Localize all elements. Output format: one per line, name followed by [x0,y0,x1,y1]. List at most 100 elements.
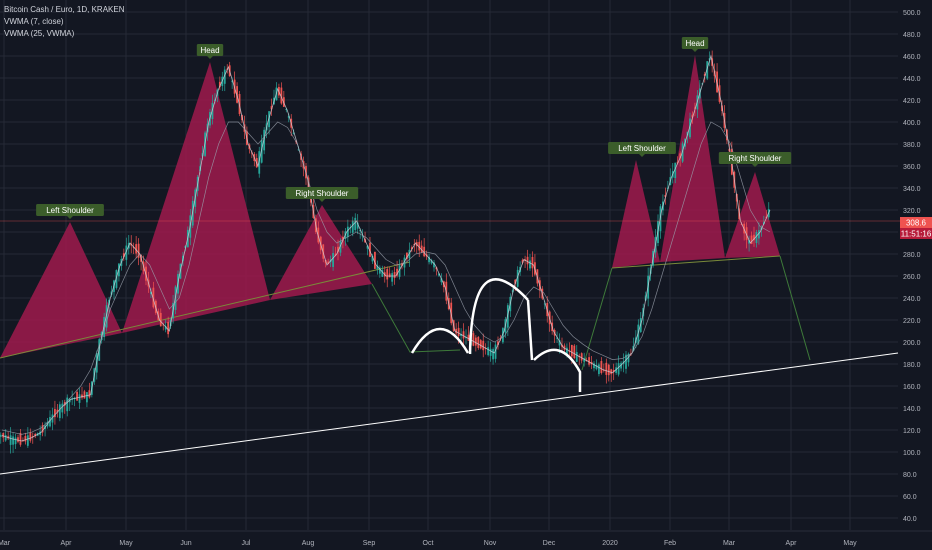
candle-body [602,369,605,371]
x-tick-label: Apr [61,540,73,547]
candle-body [570,344,573,357]
candle-body [270,106,273,110]
pattern-label-bg [608,142,676,154]
candle-body [125,245,128,260]
candle-body [356,222,359,229]
candle-body [588,357,590,365]
candle-body [369,242,371,257]
candle-body [706,61,709,79]
y-tick-label: 60.0 [903,494,917,501]
candle-body [403,257,406,268]
candle-body [81,394,83,398]
candle-body [674,162,677,179]
target-line [371,283,461,353]
candle-body [750,235,753,244]
candle-body [152,287,155,308]
support-trendline [0,352,899,475]
candle-body [223,69,226,84]
candle-body [78,394,81,403]
candle-body [595,364,598,370]
y-tick-label: 160.0 [903,384,921,391]
candle-body [620,362,622,369]
candle-body [748,239,750,244]
y-tick-label: 220.0 [903,318,921,325]
candle-body [56,409,59,413]
indicator-2-label[interactable]: VWMA (25, VWMA) [4,29,75,38]
candle-body [681,143,684,162]
indicator-1-label[interactable]: VWMA (7, close) [4,17,64,26]
candle-body [236,86,238,103]
candle-body [482,340,485,351]
x-tick-label: Dec [543,540,556,547]
candle-body [583,358,586,362]
entry-line [581,267,613,371]
candle-body [34,433,37,437]
candle-body [433,262,435,268]
candle-body [516,269,519,287]
candle-body [691,114,694,118]
x-tick-label: May [843,540,857,547]
candle-body [612,370,615,372]
candle-body [526,256,529,265]
candle-body [337,246,339,253]
pattern-label-pointer [639,154,645,157]
candle-body [393,272,396,278]
candle-body [366,245,369,249]
candle-body [327,261,330,264]
candle-body [159,312,162,327]
pattern-label-pointer [692,49,698,52]
candle-body [440,278,443,283]
candle-body [49,416,51,427]
x-tick-label: Mar [0,540,11,547]
y-tick-label: 200.0 [903,340,921,347]
pattern-labels: Left Shoulder Head Right Shoulder Left Shou… [36,37,792,219]
candle-body [285,109,288,111]
candle-body [24,435,27,442]
y-tick-label: 80.0 [903,472,917,479]
neckline [0,261,411,359]
x-axis: Mar Apr May Jun Jul Aug Sep Oct Nov Dec 2020 Feb Mar… [0,530,932,547]
left-shoulder-shape-2 [612,160,660,268]
candle-body [381,270,384,277]
candle-body [573,345,576,359]
candle-body [376,265,379,270]
candle-body [150,291,152,294]
candle-body [378,267,381,274]
symbol-title[interactable]: Bitcoin Cash / Euro, 1D, KRAKEN [4,5,125,14]
candle-body [637,324,640,344]
candle-body [297,149,300,151]
candle-body [600,361,603,374]
left-shoulder-shape [0,222,122,358]
candle-body [386,269,389,280]
candle-body [105,305,108,328]
candle-body [359,230,362,232]
head-shape-2 [660,55,725,262]
pattern-label-bg [718,152,792,164]
candle-body [287,115,290,118]
candle-body [339,240,342,253]
candle-body [598,364,600,375]
last-price-label: 308.6 [906,219,927,228]
y-tick-label: 380.0 [903,142,921,149]
candle-body [51,414,54,423]
candle-body [423,246,426,257]
x-tick-label: Oct [423,540,434,547]
candle-body [58,404,61,419]
vwma-line-2 [1,121,771,435]
candle-body [398,265,401,277]
candle-body [627,353,630,363]
pattern-label-pointer [319,199,325,202]
candle-body [410,247,413,250]
candle-body [41,425,44,433]
rounded-top-arc-1 [410,327,470,354]
candle-body [4,435,7,441]
y-axis: 500.0 480.0 460.0 440.0 420.0 400.0 380.0 360.0… [903,10,921,523]
candle-body [0,434,2,437]
candle-body [531,256,534,269]
pattern-label: Right Shoulder [296,189,349,198]
candle-body [580,353,583,361]
x-tick-label: Feb [664,540,676,547]
candle-body [12,436,14,445]
pattern-label: Right Shoulder [729,154,782,163]
